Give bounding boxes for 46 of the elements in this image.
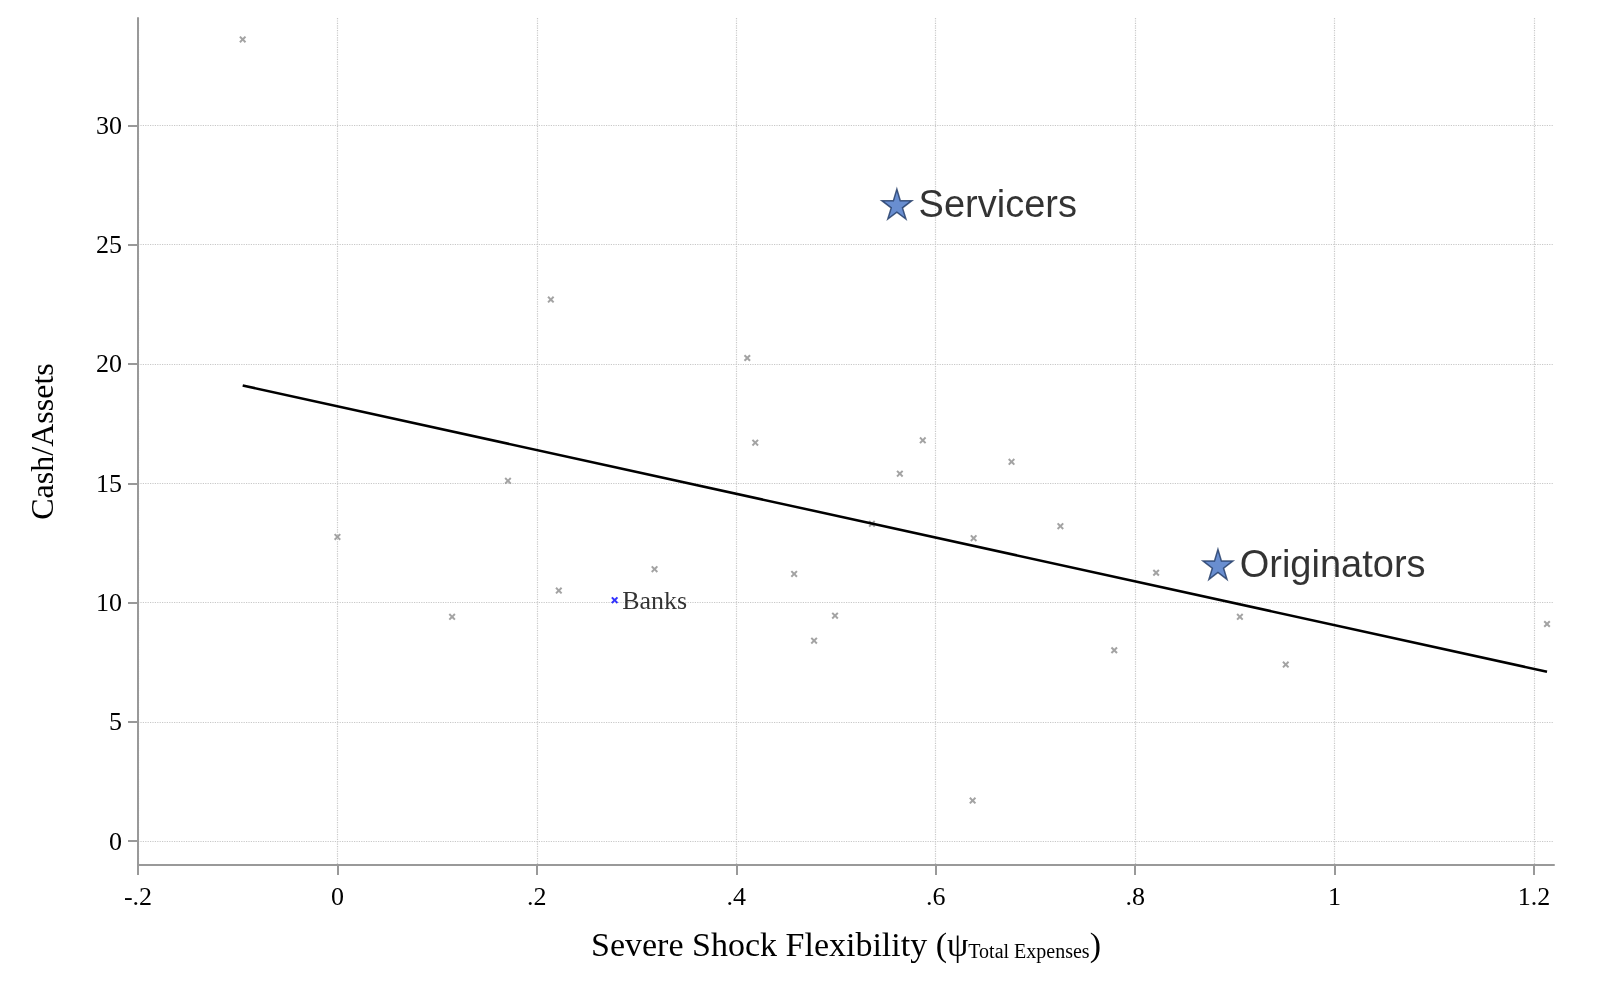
y-tick-label: 25 xyxy=(96,230,122,260)
x-tick-label: .4 xyxy=(726,881,747,911)
point xyxy=(504,477,512,485)
y-tick-label: 0 xyxy=(109,826,122,856)
point xyxy=(881,188,913,220)
point xyxy=(1008,458,1016,466)
point xyxy=(751,439,759,447)
series-label: Banks xyxy=(622,585,688,615)
point xyxy=(333,533,341,541)
y-tick-label: 5 xyxy=(109,707,122,737)
point xyxy=(1202,548,1234,581)
point xyxy=(919,436,927,444)
y-tick-label: 15 xyxy=(96,468,122,498)
point xyxy=(448,613,456,621)
point xyxy=(1282,661,1290,669)
point xyxy=(970,534,978,542)
x-tick-label: 1 xyxy=(1328,881,1342,911)
x-tick-label: 1.2 xyxy=(1517,881,1551,911)
y-tick-label: 10 xyxy=(96,588,122,618)
point xyxy=(810,637,818,645)
x-axis-title: Severe Shock Flexibility (ψTotal Expenses) xyxy=(591,925,1101,964)
point xyxy=(896,470,904,478)
x-tick-label: 0 xyxy=(330,881,344,911)
point xyxy=(1110,646,1118,654)
y-tick-label: 30 xyxy=(96,110,122,140)
point xyxy=(1152,569,1160,577)
point xyxy=(555,587,563,595)
x-tick-label: .2 xyxy=(527,881,547,911)
point xyxy=(239,35,247,43)
point xyxy=(651,565,659,573)
x-tick-label: .8 xyxy=(1125,881,1145,911)
point xyxy=(1056,522,1064,530)
y-axis-title: Cash/Assets xyxy=(24,363,60,520)
point xyxy=(611,596,619,604)
point xyxy=(969,797,977,805)
point xyxy=(743,354,751,362)
point xyxy=(547,296,555,304)
point xyxy=(1236,613,1244,621)
point xyxy=(831,612,839,620)
y-tick-label: 20 xyxy=(96,349,122,379)
series-label: Originators xyxy=(1239,543,1426,586)
series-label: Servicers xyxy=(918,183,1077,226)
point xyxy=(1543,620,1551,628)
x-tick-label: -.2 xyxy=(123,881,153,911)
point xyxy=(790,570,798,578)
x-tick-label: .6 xyxy=(926,881,946,911)
